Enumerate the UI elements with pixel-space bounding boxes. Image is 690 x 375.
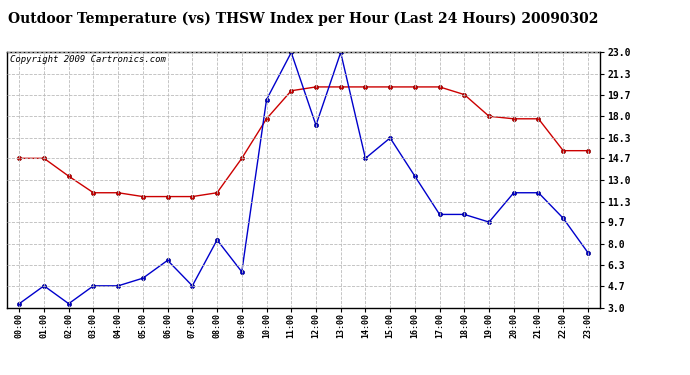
Text: Outdoor Temperature (vs) THSW Index per Hour (Last 24 Hours) 20090302: Outdoor Temperature (vs) THSW Index per … bbox=[8, 11, 599, 26]
Text: Copyright 2009 Cartronics.com: Copyright 2009 Cartronics.com bbox=[10, 55, 166, 64]
